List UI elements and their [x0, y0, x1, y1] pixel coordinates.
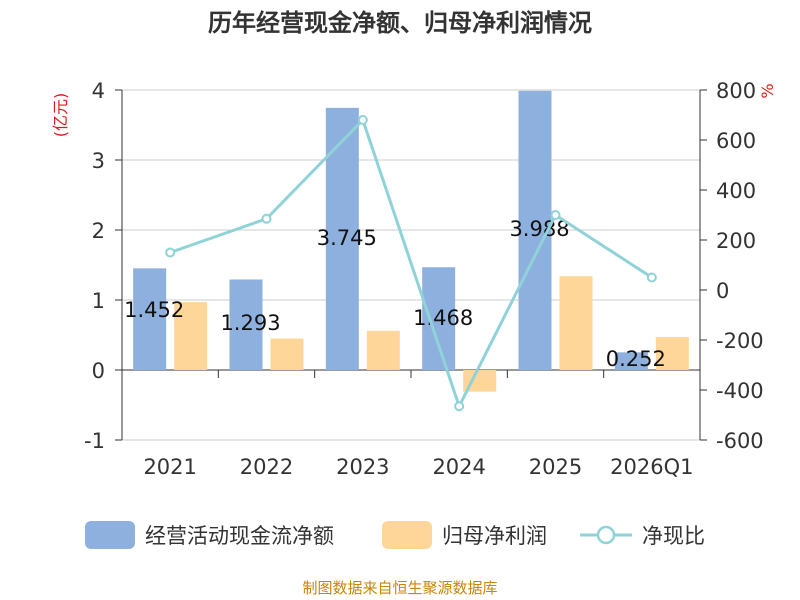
cash-flow-value-label: 1.468 — [413, 306, 473, 330]
right-tick-label: 800 — [716, 79, 756, 103]
ratio-line-series — [165, 115, 657, 412]
net-profit-bar — [366, 330, 400, 370]
legend: 经营活动现金流净额 归母净利润 净现比 — [85, 521, 705, 549]
left-tick-label: 1 — [92, 289, 105, 313]
data-source-footer: 制图数据来自恒生聚源数据库 — [302, 579, 497, 597]
net-profit-bar — [270, 338, 304, 370]
left-y-axis: -1 0 1 2 3 4 — [84, 79, 123, 453]
cash-flow-bar — [518, 90, 552, 370]
left-tick-label: 2 — [92, 219, 105, 243]
chart-title: 历年经营现金净额、归母净利润情况 — [208, 9, 592, 37]
right-tick-label: -600 — [716, 429, 764, 453]
net-profit-bar — [174, 302, 208, 370]
cash-flow-value-label: 0.252 — [606, 347, 666, 371]
bar-value-labels: 1.452 1.293 3.745 1.468 3.988 0.252 — [124, 217, 666, 371]
left-tick-label: -1 — [84, 429, 105, 453]
legend-swatch-cash-flow — [85, 521, 135, 549]
left-tick-label: 3 — [92, 149, 105, 173]
right-tick-label: 600 — [716, 129, 756, 153]
legend-label-net-profit: 归母净利润 — [442, 524, 547, 548]
left-tick-label: 4 — [92, 79, 105, 103]
cash-flow-bar — [614, 352, 648, 370]
right-tick-label: -200 — [716, 329, 764, 353]
cash-flow-value-label: 3.745 — [317, 226, 377, 250]
legend-label-cash-flow: 经营活动现金流净额 — [145, 524, 334, 548]
bars — [133, 90, 689, 392]
cash-flow-bar — [422, 267, 456, 370]
right-tick-label: -400 — [716, 379, 764, 403]
ratio-point — [261, 213, 272, 224]
ratio-point — [357, 115, 368, 125]
ratio-point — [454, 401, 465, 412]
x-tick-label: 2026Q1 — [610, 455, 693, 479]
cash-flow-bar — [229, 279, 263, 370]
right-y-axis: -600 -400 -200 0 200 400 600 800 — [699, 79, 764, 453]
net-profit-bar — [463, 370, 497, 392]
x-tick-label: 2023 — [336, 455, 389, 479]
ratio-point — [646, 272, 657, 283]
ratio-point — [550, 210, 561, 220]
net-profit-bar — [655, 337, 689, 370]
x-tick-label: 2024 — [432, 455, 485, 479]
x-tick-label: 2021 — [143, 455, 196, 479]
net-profit-bar — [559, 276, 593, 370]
cash-flow-value-label: 3.988 — [509, 217, 569, 241]
left-axis-unit: (亿元) — [51, 93, 70, 138]
right-tick-label: 0 — [716, 279, 729, 303]
right-tick-label: 200 — [716, 229, 756, 253]
legend-marker-ratio — [596, 525, 616, 545]
legend-swatch-net-profit — [382, 521, 432, 549]
x-axis: 2021 2022 2023 2024 2025 2026Q1 — [121, 369, 701, 479]
ratio-point — [165, 247, 176, 258]
cash-flow-bar — [133, 268, 167, 370]
cash-flow-value-label: 1.293 — [220, 311, 280, 335]
legend-label-ratio: 净现比 — [642, 524, 705, 548]
left-tick-label: 0 — [92, 359, 105, 383]
ratio-line — [169, 117, 653, 411]
x-tick-label: 2025 — [529, 455, 582, 479]
right-tick-label: 400 — [716, 179, 756, 203]
right-axis-unit: % — [758, 83, 777, 98]
cash-flow-value-label: 1.452 — [124, 298, 184, 322]
x-tick-label: 2022 — [240, 455, 293, 479]
